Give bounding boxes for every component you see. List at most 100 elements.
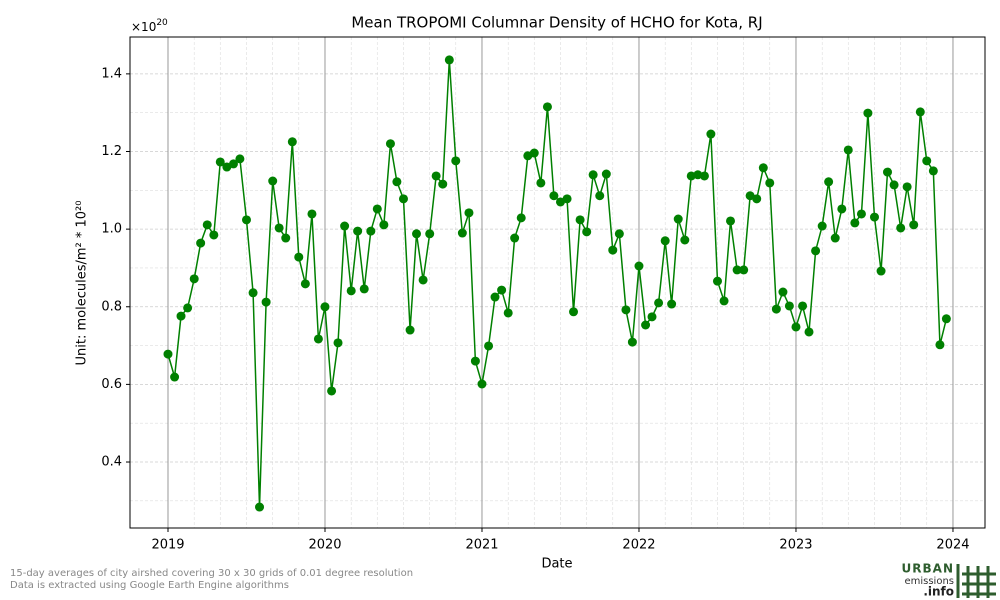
x-tick-label: 2021 (465, 538, 498, 553)
data-point (516, 213, 526, 223)
data-point (425, 229, 435, 239)
data-point (490, 292, 500, 302)
data-point (915, 107, 925, 117)
data-point (372, 204, 382, 214)
data-point (856, 209, 866, 219)
data-point (320, 302, 330, 312)
data-point (359, 284, 369, 294)
data-point (673, 214, 683, 224)
data-point (281, 233, 291, 243)
data-point (261, 297, 271, 307)
data-point (817, 221, 827, 231)
y-tick-label: 1.4 (101, 66, 122, 81)
multiplier-exponent: 20 (156, 18, 168, 28)
data-point (575, 215, 585, 225)
data-point (444, 55, 454, 65)
data-point (202, 220, 212, 230)
y-tick-label: 0.4 (101, 455, 122, 470)
data-point (542, 102, 552, 112)
data-point (346, 286, 356, 296)
data-point (235, 154, 245, 164)
y-tick-label: 1.0 (101, 222, 122, 237)
data-point (889, 180, 899, 190)
data-point (379, 220, 389, 230)
data-point (287, 137, 297, 147)
data-point (824, 177, 834, 187)
data-point (784, 301, 794, 311)
data-point (418, 275, 428, 285)
data-point (562, 194, 572, 204)
logo: URBAN emissions .info (902, 562, 996, 599)
footnote: 15-day averages of city airshed covering… (10, 568, 413, 579)
data-point (470, 356, 480, 366)
data-point (699, 171, 709, 181)
data-point (189, 274, 199, 284)
data-point (667, 299, 677, 309)
data-point (896, 223, 906, 233)
data-point (634, 261, 644, 271)
data-point (719, 296, 729, 306)
data-point (327, 386, 337, 396)
data-point (595, 191, 605, 201)
data-point (850, 218, 860, 228)
data-point (196, 238, 206, 248)
data-point (464, 208, 474, 218)
data-point (582, 227, 592, 237)
data-point (484, 341, 494, 351)
data-point (366, 226, 376, 236)
data-point (549, 191, 559, 201)
data-point (654, 298, 664, 308)
data-point (837, 204, 847, 214)
data-point (569, 307, 579, 317)
data-point (340, 221, 350, 231)
logo-text: URBAN (902, 562, 954, 576)
x-tick-label: 2020 (308, 538, 341, 553)
plot: 0.4 0.6 0.8 1.0 1.2 1.4 2019 2020 2021 2022 2023 20… (101, 36, 986, 553)
logo-text: .info (923, 585, 954, 599)
data-point (529, 148, 539, 158)
plot-frame (129, 36, 986, 529)
y-tick-label: 1.2 (101, 144, 122, 159)
data-point (176, 311, 186, 321)
data-point (902, 182, 912, 192)
data-point (392, 177, 402, 187)
y-tick-label: 0.8 (101, 299, 122, 314)
data-point (268, 176, 278, 186)
data-point (641, 320, 651, 330)
data-point (398, 194, 408, 204)
data-point (313, 334, 323, 344)
data-point (660, 236, 670, 246)
data-point (209, 230, 219, 240)
data-point (706, 129, 716, 139)
data-point (869, 212, 879, 222)
data-point (804, 327, 814, 337)
data-point (353, 226, 363, 236)
data-point (811, 246, 821, 256)
data-point (726, 216, 736, 226)
data-point (798, 301, 808, 311)
data-point (732, 265, 742, 275)
data-point (183, 303, 193, 313)
data-point (765, 178, 775, 188)
data-point (941, 314, 951, 324)
data-point (601, 169, 611, 179)
y-axis-label: Unit: molecules/m² * 10²⁰ (75, 201, 90, 366)
y-tick-label: 0.6 (101, 377, 122, 392)
x-tick-label: 2023 (779, 538, 812, 553)
data-point (758, 163, 768, 173)
data-point (928, 166, 938, 176)
data-point (241, 215, 251, 225)
x-tick-label: 2024 (936, 538, 969, 553)
data-point (451, 156, 461, 166)
data-point (228, 159, 238, 169)
data-point (876, 266, 886, 276)
data-point (274, 223, 284, 233)
data-point (614, 229, 624, 239)
data-point (503, 308, 513, 318)
data-point (536, 178, 546, 188)
data-line (167, 59, 948, 508)
data-point (608, 245, 618, 255)
data-point (627, 337, 637, 347)
data-point (883, 167, 893, 177)
